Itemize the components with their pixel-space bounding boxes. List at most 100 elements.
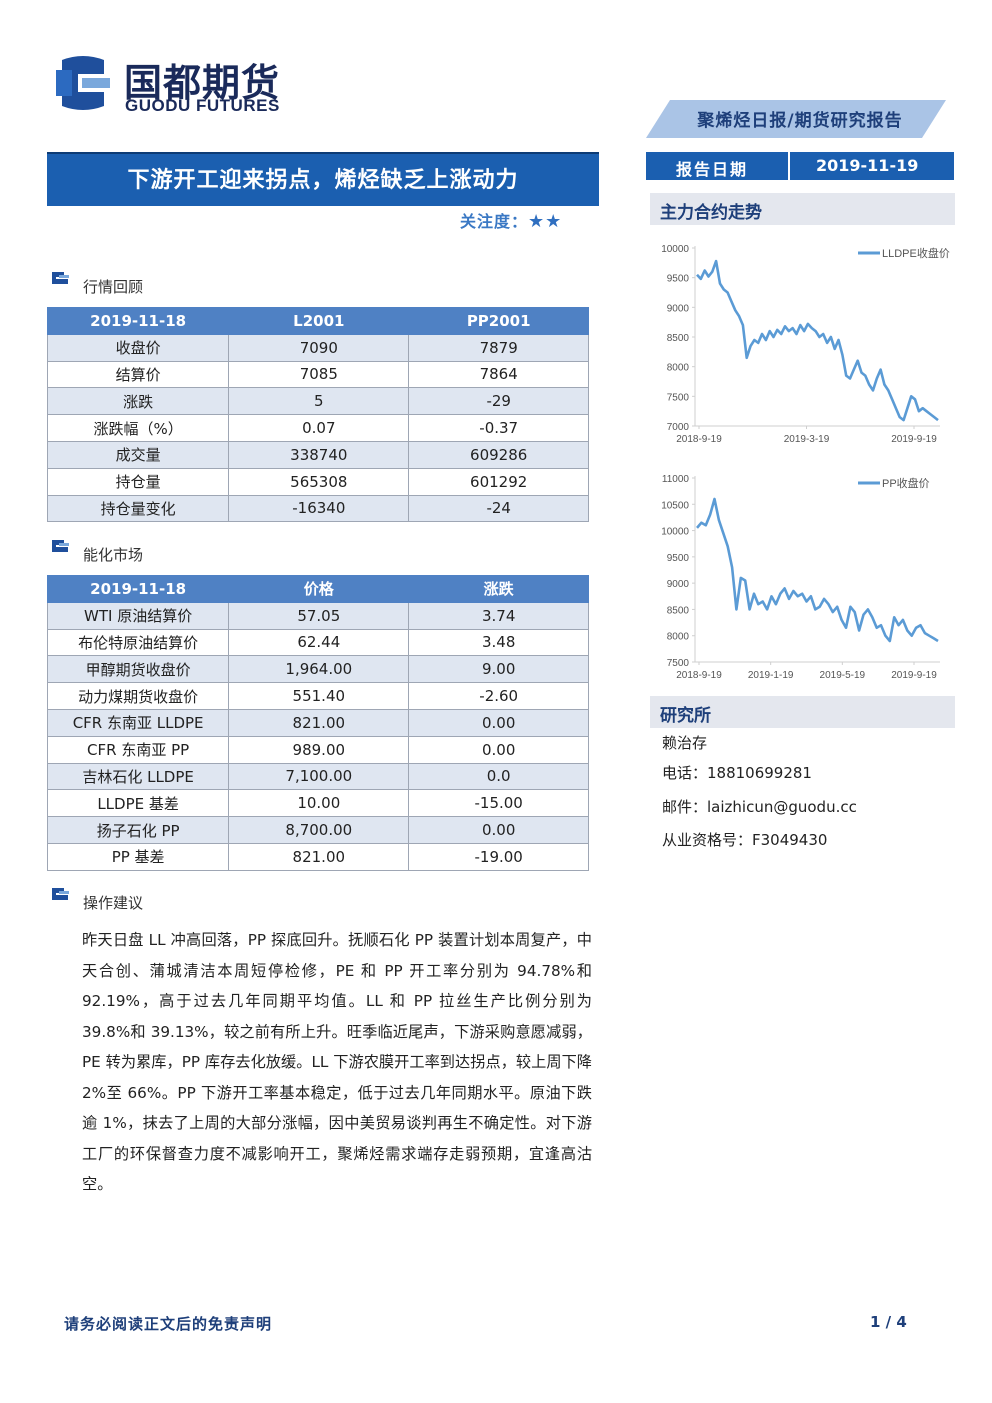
- table-row-label: PP 基差: [46, 842, 230, 871]
- table-row: CFR 东南亚 PP 989.00 0.00: [46, 735, 589, 764]
- table-header-row: 2019-11-18 价格 涨跌: [46, 575, 589, 603]
- table-row: 甲醇期货收盘价 1,964.00 9.00: [46, 655, 589, 684]
- operation-paragraph: 昨天日盘 LL 冲高回落，PP 探底回升。抚顺石化 PP 装置计划本周复产，中天…: [82, 931, 592, 1193]
- table-row-label: 甲醇期货收盘价: [46, 655, 230, 684]
- table-row: 吉林石化 LLDPE 7,100.00 0.0: [46, 762, 589, 791]
- table-cell: 5: [228, 387, 410, 416]
- analyst-name: 赖治存: [662, 734, 708, 752]
- section-bullet-icon: [52, 540, 69, 552]
- x-tick-label: 2018-9-19: [676, 670, 722, 681]
- table-cell: 7,100.00: [228, 762, 410, 791]
- table-cell: 3.74: [408, 601, 589, 630]
- table-row: 成交量 338740 609286: [46, 440, 589, 469]
- y-tick-label: 9000: [667, 303, 690, 314]
- table-row-label: 涨跌幅（%）: [46, 414, 230, 442]
- y-tick-label: 8500: [667, 605, 690, 616]
- pp-price-chart: 7500 8000 8500 9000 9500 10000 10500 11000 2018-…: [661, 474, 940, 681]
- table-cell: 565308: [228, 467, 410, 496]
- logo-chinese-name: 国都期货: [124, 61, 281, 105]
- table-row: 结算价 7085 7864: [46, 360, 589, 389]
- table-header-cell: 2019-11-18: [46, 307, 230, 335]
- table-row: LLDPE 基差 10.00 -15.00: [46, 789, 589, 818]
- table-row-label: CFR 东南亚 LLDPE: [46, 708, 230, 737]
- table-header-row: 2019-11-18 L2001 PP2001: [46, 307, 589, 335]
- legend-label: PP收盘价: [882, 476, 930, 490]
- table-cell: 1,964.00: [228, 655, 410, 684]
- report-type-ribbon: [646, 100, 946, 138]
- y-tick-label: 10000: [661, 527, 689, 538]
- table-row: 收盘价 7090 7879: [46, 333, 589, 362]
- y-tick-label: 8000: [667, 363, 690, 374]
- price-series-line: [696, 259, 939, 422]
- focus-rating: 关注度：★★: [460, 208, 562, 232]
- legend-label: LLDPE收盘价: [882, 246, 950, 260]
- table-cell: 551.40: [228, 682, 410, 710]
- y-tick-label: 8500: [667, 333, 690, 344]
- market-review-table: 2019-11-18 L2001 PP2001 收盘价 7090 7879 结算价 7085 7…: [46, 307, 589, 523]
- market-review-title: 行情回顾: [83, 278, 144, 296]
- analyst-license: 从业资格号：F3049430: [662, 831, 828, 849]
- x-tick-label: 2019-3-19: [784, 434, 830, 445]
- focus-stars: ★★: [528, 211, 563, 232]
- table-row: 扬子石化 PP 8,700.00 0.00: [46, 816, 589, 844]
- lldpe-price-chart: 7000 7500 8000 8500 9000 9500 10000 2018-9-19 20…: [661, 244, 950, 445]
- section-bullet-icon: [52, 272, 69, 284]
- disclaimer-link[interactable]: 请务必阅读正文后的免责声明: [64, 1315, 273, 1333]
- table-row-label: 吉林石化 LLDPE: [46, 762, 230, 791]
- y-tick-label: 8000: [667, 632, 690, 643]
- table-cell: 821.00: [228, 842, 410, 871]
- report-type-label: 聚烯烃日报/期货研究报告: [697, 111, 903, 131]
- table-cell: 338740: [228, 440, 410, 469]
- y-tick-label: 10000: [661, 244, 689, 255]
- x-tick-label: 2019-5-19: [820, 670, 866, 681]
- table-cell: -29: [408, 387, 589, 416]
- table-cell: -19.00: [408, 842, 589, 871]
- institute-heading: 研究所: [650, 696, 955, 728]
- report-date-bar: 报告日期 2019-11-19: [646, 152, 954, 180]
- table-cell: 10.00: [228, 789, 410, 818]
- y-tick-label: 7500: [667, 658, 690, 669]
- table-cell: 0.07: [228, 414, 410, 442]
- table-cell: -2.60: [408, 682, 589, 710]
- company-logo-icon: [56, 56, 110, 110]
- energy-market-title: 能化市场: [83, 546, 144, 564]
- page-number: 1 / 4: [870, 1313, 907, 1331]
- x-tick-label: 2019-9-19: [891, 670, 937, 681]
- y-tick-label: 9000: [667, 579, 690, 590]
- table-cell: -24: [408, 494, 589, 523]
- table-cell: 7879: [408, 333, 589, 362]
- table-row: 涨跌幅（%） 0.07 -0.37: [46, 414, 589, 442]
- y-tick-label: 9500: [667, 553, 690, 564]
- table-row: 持仓量 565308 601292: [46, 467, 589, 496]
- table-header-cell: 涨跌: [408, 575, 589, 603]
- table-row: PP 基差 821.00 -19.00: [46, 842, 589, 871]
- table-row: 动力煤期货收盘价 551.40 -2.60: [46, 682, 589, 710]
- x-tick-label: 2019-1-19: [748, 670, 794, 681]
- table-cell: 0.00: [408, 816, 589, 844]
- table-row-label: 成交量: [46, 440, 230, 469]
- main-trend-heading: 主力合约走势: [650, 193, 955, 225]
- report-date-value: 2019-11-19: [816, 156, 919, 175]
- y-tick-label: 9500: [667, 274, 690, 285]
- table-header-cell: PP2001: [408, 307, 589, 335]
- table-row-label: 布伦特原油结算价: [46, 628, 230, 657]
- main-trend-heading-text: 主力合约走势: [660, 203, 762, 223]
- y-tick-label: 7000: [667, 422, 690, 433]
- table-cell: -0.37: [408, 414, 589, 442]
- table-cell: 9.00: [408, 655, 589, 684]
- table-row: CFR 东南亚 LLDPE 821.00 0.00: [46, 708, 589, 737]
- table-row-label: CFR 东南亚 PP: [46, 735, 230, 764]
- table-cell: 0.0: [408, 762, 589, 791]
- table-cell: -15.00: [408, 789, 589, 818]
- y-tick-label: 10500: [661, 500, 689, 511]
- focus-label: 关注度：: [460, 212, 529, 231]
- table-row-label: WTI 原油结算价: [46, 601, 230, 630]
- energy-market-table: 2019-11-18 价格 涨跌 WTI 原油结算价 57.05 3.74 布伦特原油结算价…: [46, 575, 589, 871]
- price-series-line: [696, 497, 939, 643]
- table-row: 涨跌 5 -29: [46, 387, 589, 416]
- table-cell: 989.00: [228, 735, 410, 764]
- table-row-label: 动力煤期货收盘价: [46, 682, 230, 710]
- table-cell: 601292: [408, 467, 589, 496]
- table-row-label: LLDPE 基差: [46, 789, 230, 818]
- table-header-cell: 2019-11-18: [46, 575, 230, 603]
